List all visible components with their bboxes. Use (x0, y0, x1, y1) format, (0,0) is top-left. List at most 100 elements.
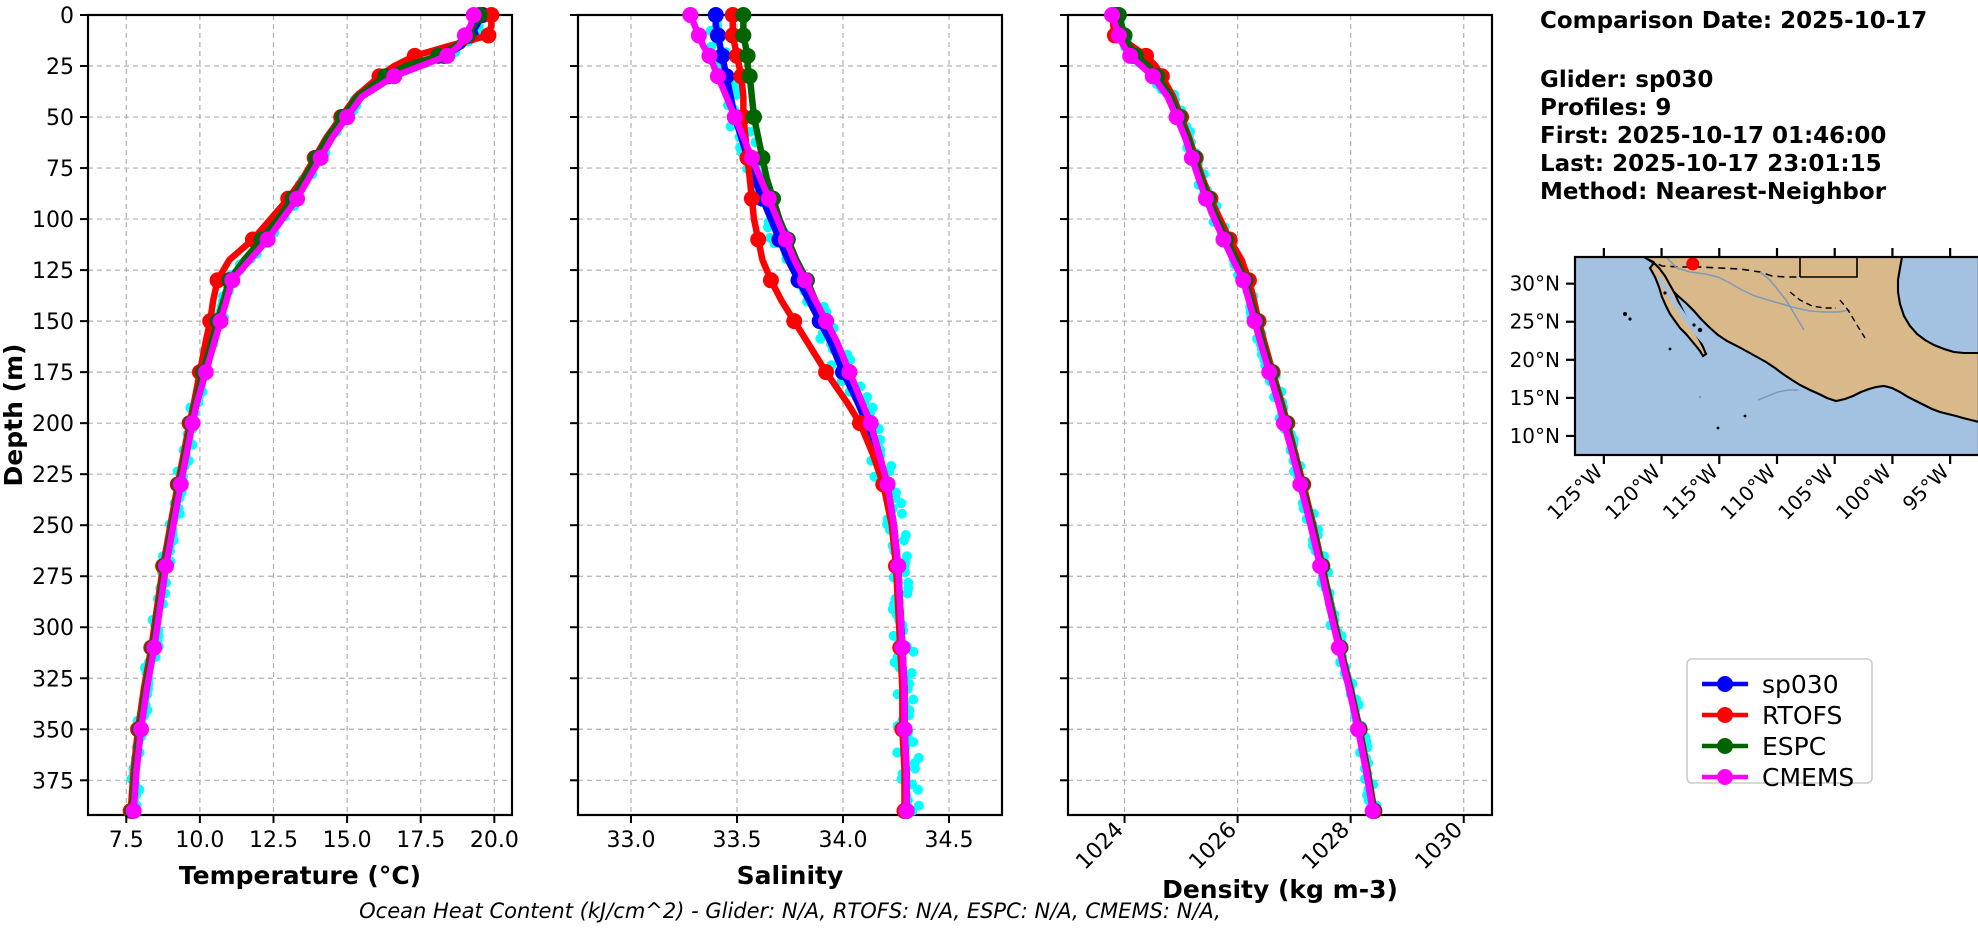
density-plot-frame (1066, 13, 1494, 817)
glider-observation-point (908, 694, 919, 705)
glider-observation-point (898, 535, 909, 546)
island-dot-1 (1623, 312, 1627, 316)
series-marker-cmems (197, 364, 214, 381)
island-dot-8 (1716, 426, 1720, 430)
y-tick-label: 250 (32, 514, 74, 539)
series-marker-cmems (133, 721, 149, 738)
y-tick-label: 50 (46, 106, 74, 131)
series-marker-rtofs (818, 364, 835, 381)
series-marker-rtofs (743, 190, 760, 207)
y-tick-label: 350 (32, 718, 74, 743)
x-tick-label: 34.0 (819, 828, 868, 853)
series-marker-cmems (1144, 68, 1161, 85)
legend-marker-rtofs (1717, 707, 1733, 723)
series-marker-cmems (1330, 639, 1347, 656)
series-marker-cmems (312, 149, 329, 166)
series-marker-cmems (465, 7, 482, 23)
series-marker-cmems (439, 47, 456, 64)
series-marker-cmems (1246, 313, 1263, 330)
info-panel: Comparison Date: 2025-10-17 Glider: sp03… (1540, 8, 1927, 205)
ocean-heat-content-caption: Ocean Heat Content (kJ/cm^2) - Glider: N… (359, 899, 1221, 923)
x-tick-label: 33.0 (607, 828, 656, 853)
method-text: Method: Nearest-Neighbor (1540, 179, 1887, 205)
legend-label-espc[interactable]: ESPC (1762, 732, 1826, 761)
last-profile-text: Last: 2025-10-17 23:01:15 (1540, 151, 1882, 177)
series-marker-sp030 (709, 27, 726, 44)
series-marker-cmems (146, 639, 163, 656)
series-marker-cmems (879, 476, 896, 493)
series-marker-cmems (125, 802, 142, 819)
series-marker-cmems (1122, 47, 1139, 64)
map-lat-label: 25°N (1510, 310, 1560, 334)
series-marker-cmems (1215, 231, 1232, 248)
series-marker-cmems (339, 109, 356, 126)
series-marker-cmems (709, 68, 726, 85)
panel-salinity: 33.0 33.5 34.0 34.5 Salinity (570, 7, 1004, 890)
series-marker-cmems (726, 109, 743, 126)
glider-observation-point (896, 498, 907, 509)
series-marker-cmems (1235, 272, 1252, 289)
x-tick-label: 33.5 (713, 828, 762, 853)
series-marker-cmems (1350, 721, 1367, 738)
series-marker-cmems (777, 231, 794, 248)
y-tick-label: 25 (46, 55, 74, 80)
y-tick-label: 300 (32, 616, 74, 641)
map-geography (1623, 257, 1978, 430)
y-tick-label: 275 (32, 565, 74, 590)
depth-axis-label: Depth (m) (0, 344, 28, 487)
series-marker-cmems (690, 27, 707, 44)
series-marker-cmems (896, 721, 913, 738)
river-line-2 (1759, 271, 1805, 331)
series-marker-cmems (1292, 476, 1309, 493)
legend-label-cmems[interactable]: CMEMS (1762, 763, 1854, 792)
glider-observation-point (896, 508, 907, 519)
series-marker-rtofs (762, 272, 779, 289)
series-marker-cmems (1104, 7, 1121, 23)
series-marker-sp030 (714, 47, 731, 64)
legend-box (1686, 658, 1873, 784)
y-tick-label: 150 (32, 310, 74, 335)
gulf-of-mexico (1896, 257, 1978, 355)
series-marker-cmems (212, 313, 229, 330)
series-marker-espc (735, 27, 752, 44)
land-mainland (1642, 257, 1978, 423)
legend-label-sp030[interactable]: sp030 (1762, 670, 1839, 699)
series-marker-cmems (1312, 558, 1329, 575)
border-internal-2 (1789, 291, 1836, 309)
glider-position-marker[interactable] (1686, 257, 1700, 271)
series-marker-espc (745, 109, 762, 126)
map-lat-label: 10°N (1510, 424, 1560, 448)
series-marker-rtofs (209, 272, 226, 289)
y-tick-label: 375 (32, 769, 74, 794)
series-marker-espc (735, 7, 752, 23)
glider-observation-point (912, 784, 923, 795)
legend-label-rtofs[interactable]: RTOFS (1762, 701, 1842, 730)
profiles-text: Profiles: 9 (1540, 95, 1671, 121)
y-tick-label: 125 (32, 259, 74, 284)
island-dot-3 (1663, 291, 1667, 295)
series-marker-cmems (259, 231, 276, 248)
series-marker-cmems (224, 272, 241, 289)
island-dot-2 (1628, 317, 1632, 321)
series-marker-cmems (1197, 190, 1214, 207)
glider-observation-point (892, 747, 903, 758)
series-marker-cmems (890, 558, 907, 575)
series-marker-cmems (172, 476, 189, 493)
map-lat-label: 30°N (1510, 272, 1560, 296)
island-dot-6 (1668, 347, 1672, 351)
series-marker-cmems (743, 149, 760, 166)
series-marker-cmems (894, 639, 911, 656)
series-marker-cmems (1261, 364, 1278, 381)
glider-observation-point (902, 588, 913, 599)
temperature-plot-frame (86, 13, 514, 817)
panel-temperature: 7.5 10.0 12.5 15.0 17.5 20.0 0 25 50 75 100 125 150 1… (0, 4, 519, 890)
x-tick-label: 17.5 (396, 828, 445, 853)
series-marker-espc (739, 47, 756, 64)
x-tick-label: 10.0 (175, 828, 224, 853)
legend-marker-cmems (1717, 769, 1733, 785)
island-dot-9 (1698, 395, 1702, 399)
glider-observation-point (910, 763, 921, 774)
